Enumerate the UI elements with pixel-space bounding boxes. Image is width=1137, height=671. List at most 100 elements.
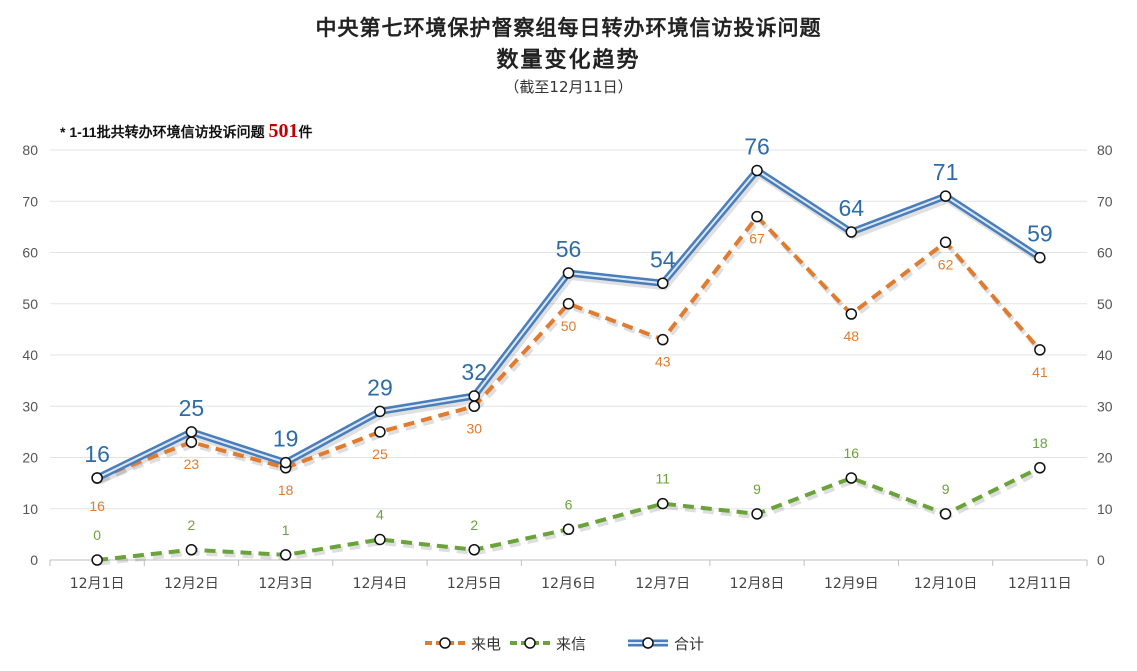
x-tick-label: 12月10日	[914, 576, 978, 592]
legend-marker	[439, 637, 451, 649]
series-shadow	[98, 468, 1043, 566]
data-label-letter: 1	[282, 522, 290, 538]
y2-tick-label: 50	[1097, 296, 1113, 312]
data-point-phone	[468, 400, 480, 412]
y2-tick-label: 40	[1097, 347, 1113, 363]
data-point-letter	[374, 533, 386, 546]
data-point-total	[562, 267, 575, 279]
data-point-phone	[374, 426, 386, 438]
y2-tick-label: 0	[1097, 552, 1105, 568]
data-point-total	[374, 405, 386, 418]
note-suffix: 件	[298, 124, 313, 140]
y-tick-label: 0	[30, 552, 38, 568]
y-tick-label: 70	[22, 193, 38, 209]
data-point-letter	[751, 508, 763, 520]
data-point-phone	[185, 436, 198, 448]
data-label-phone: 62	[938, 256, 954, 272]
series-line-phone	[96, 214, 1042, 480]
data-label-total: 16	[84, 441, 110, 467]
data-point-total	[185, 426, 198, 438]
legend-marker	[642, 637, 654, 649]
data-label-total: 59	[1027, 221, 1053, 247]
legend-marker	[524, 637, 536, 649]
data-point-letter	[845, 472, 858, 484]
data-label-total: 32	[461, 359, 487, 385]
x-tick-label: 12月1日	[70, 576, 125, 592]
x-tick-label: 12月8日	[730, 576, 785, 592]
data-label-total: 25	[179, 395, 205, 421]
data-label-letter: 9	[942, 481, 950, 497]
data-point-total	[751, 164, 763, 177]
data-label-total: 64	[839, 195, 865, 221]
chart-subtitle: （截至12月11日）	[504, 78, 633, 96]
data-label-phone: 43	[655, 354, 671, 370]
data-point-total	[1034, 251, 1046, 264]
data-label-total: 71	[933, 159, 959, 185]
data-label-phone: 30	[466, 420, 482, 436]
x-tick-label: 12月2日	[164, 576, 219, 592]
x-tick-label: 12月7日	[635, 576, 690, 592]
y2-tick-label: 20	[1097, 450, 1113, 466]
data-label-letter: 6	[565, 496, 573, 512]
data-label-total: 19	[273, 426, 299, 452]
data-label-letter: 18	[1032, 435, 1048, 451]
data-point-letter	[185, 544, 198, 556]
x-tick-label: 12月11日	[1008, 576, 1072, 592]
x-axis: 12月1日 12月2日 12月3日 12月4日 12月5日 12月6日 12月7日 12月8日…	[49, 560, 1088, 592]
y2-tick-label: 10	[1097, 501, 1113, 517]
legend-label: 来电	[471, 635, 501, 653]
y-tick-label: 80	[22, 142, 38, 158]
data-label-total: 56	[556, 236, 582, 262]
data-label-phone: 67	[749, 231, 765, 247]
data-point-total	[279, 456, 292, 469]
x-tick-label: 12月5日	[447, 576, 502, 592]
series-line-letter	[96, 465, 1041, 562]
series-shadow	[98, 215, 1044, 484]
chart-title-line2: 数量变化趋势	[496, 48, 641, 73]
data-point-total	[845, 226, 858, 238]
x-tick-label: 12月3日	[258, 576, 313, 592]
data-point-letter	[279, 549, 292, 561]
data-point-phone	[1034, 344, 1046, 356]
data-point-letter	[939, 508, 952, 520]
data-point-phone	[939, 236, 952, 248]
y2-tick-label: 70	[1097, 193, 1113, 209]
data-label-total: 76	[744, 134, 770, 160]
legend: 来电 来信 合计	[425, 635, 704, 653]
note-prefix: * 1-11批共转办环境信访投诉问题	[60, 124, 265, 140]
data-label-letter: 11	[655, 471, 670, 487]
data-point-phone	[751, 210, 763, 223]
y-tick-label: 10	[22, 501, 38, 517]
total-note: * 1-11批共转办环境信访投诉问题 501件	[60, 120, 312, 143]
data-point-total	[939, 190, 952, 202]
data-label-phone: 48	[844, 328, 860, 344]
x-tick-label: 12月4日	[353, 576, 408, 592]
legend-label: 合计	[674, 635, 704, 653]
series-group	[91, 164, 1046, 566]
data-point-total	[91, 472, 103, 484]
data-label-phone: 41	[1032, 364, 1048, 380]
data-point-letter	[468, 544, 480, 556]
data-point-total	[657, 277, 669, 289]
x-tick-label: 12月6日	[541, 576, 596, 592]
data-point-letter	[1034, 462, 1046, 474]
y2-tick-label: 30	[1097, 398, 1113, 414]
y-tick-label: 50	[22, 296, 38, 312]
data-point-total	[468, 390, 480, 402]
data-label-letter: 2	[188, 517, 196, 533]
data-label-letter: 0	[93, 527, 101, 543]
y-tick-label: 30	[22, 398, 38, 414]
data-label-letter: 16	[844, 445, 860, 461]
data-label-letter: 2	[470, 517, 478, 533]
data-point-phone	[562, 298, 575, 310]
y-axis-left: 0 10 20 30 40 50 60 70 80	[22, 142, 38, 568]
data-point-phone	[657, 333, 669, 346]
legend-label: 来信	[556, 635, 586, 653]
data-label-letter: 4	[376, 507, 384, 523]
y2-tick-label: 60	[1097, 245, 1113, 261]
data-label-phone: 23	[184, 456, 200, 472]
data-point-letter	[562, 523, 575, 535]
y-tick-label: 20	[22, 450, 38, 466]
